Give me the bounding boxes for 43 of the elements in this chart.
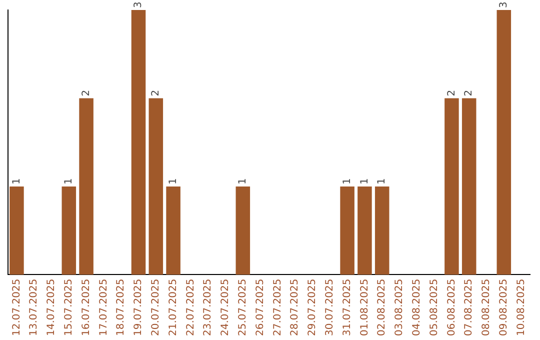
data-label: 1	[168, 178, 179, 184]
x-tick-label: 18.07.2025	[116, 278, 127, 336]
x-tick-label: 21.07.2025	[168, 278, 179, 336]
x-tick-label: 04.08.2025	[411, 278, 422, 336]
x-tick-label: 10.08.2025	[516, 278, 527, 336]
x-tick-label: 02.08.2025	[376, 278, 388, 336]
data-label: 2	[464, 90, 475, 96]
x-tick-label: 25.07.2025	[237, 278, 248, 336]
data-label: 2	[446, 90, 458, 96]
x-tick-label: 07.08.2025	[464, 278, 475, 336]
x-tick-label: 15.07.2025	[63, 278, 74, 336]
data-label: 2	[80, 90, 92, 96]
x-tick-label: 09.08.2025	[498, 278, 510, 336]
data-label: 1	[342, 178, 353, 184]
x-tick-label: 28.07.2025	[290, 278, 301, 336]
x-tick-label: 13.07.2025	[28, 278, 40, 336]
x-tick-label: 27.07.2025	[272, 278, 284, 336]
data-label: 1	[63, 178, 74, 184]
data-label: 1	[376, 178, 388, 184]
data-label: 3	[498, 2, 510, 8]
x-tick-label: 16.07.2025	[80, 278, 92, 336]
x-tick-label: 06.08.2025	[446, 278, 458, 336]
x-tick-label: 30.07.2025	[324, 278, 336, 336]
x-tick-label: 31.07.2025	[342, 278, 353, 336]
data-label: 1	[237, 178, 248, 184]
x-tick-label: 03.08.2025	[394, 278, 406, 336]
data-label: 3	[133, 2, 144, 8]
x-tick-label: 14.07.2025	[46, 278, 58, 336]
x-tick-label: 24.07.2025	[220, 278, 232, 336]
x-tick-label: 01.08.2025	[359, 278, 370, 336]
x-tick-label: 26.07.2025	[254, 278, 266, 336]
x-tick-label: 17.07.2025	[98, 278, 110, 336]
x-tick-label: 22.07.2025	[185, 278, 196, 336]
x-tick-label: 29.07.2025	[307, 278, 318, 336]
x-tick-label: 19.07.2025	[133, 278, 144, 336]
data-label: 1	[11, 178, 22, 184]
x-tick-label: 12.07.2025	[11, 278, 22, 336]
data-label: 1	[359, 178, 370, 184]
x-tick-label: 05.08.2025	[428, 278, 440, 336]
x-tick-label: 08.08.2025	[481, 278, 492, 336]
x-tick-label: 23.07.2025	[202, 278, 214, 336]
x-tick-label: 20.07.2025	[150, 278, 162, 336]
data-label: 2	[150, 90, 162, 96]
